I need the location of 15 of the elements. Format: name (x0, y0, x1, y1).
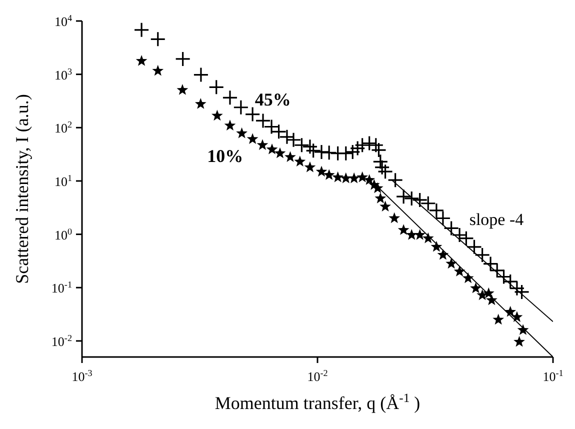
x-tick-label: 10$^{-2}$ (307, 368, 328, 384)
series-label: 45% (254, 89, 291, 110)
x-tick-label: 10$^{-1}$ (542, 368, 564, 384)
y-tick-label: 10$^{-1}$ (51, 280, 72, 296)
y-axis-title: Scattered intensity, I (a.u.) (12, 94, 32, 284)
series-label: 10% (207, 146, 244, 166)
y-tick-label: 10$^{1}$ (54, 172, 72, 189)
y-tick-label: 10$^{3}$ (54, 66, 72, 82)
annotation: slope -4 (469, 210, 524, 229)
y-tick-label: 10$^{0}$ (54, 226, 72, 242)
y-tick-label: 10$^{4}$ (54, 13, 72, 29)
x-tick-label: 10$^{-3}$ (72, 368, 93, 384)
x-axis-title: Momentum transfer, q (Å$^{-1}$) (214, 391, 420, 413)
y-tick-label: 10$^{-2}$ (51, 332, 72, 349)
y-tick-label: 10$^{2}$ (54, 120, 72, 136)
